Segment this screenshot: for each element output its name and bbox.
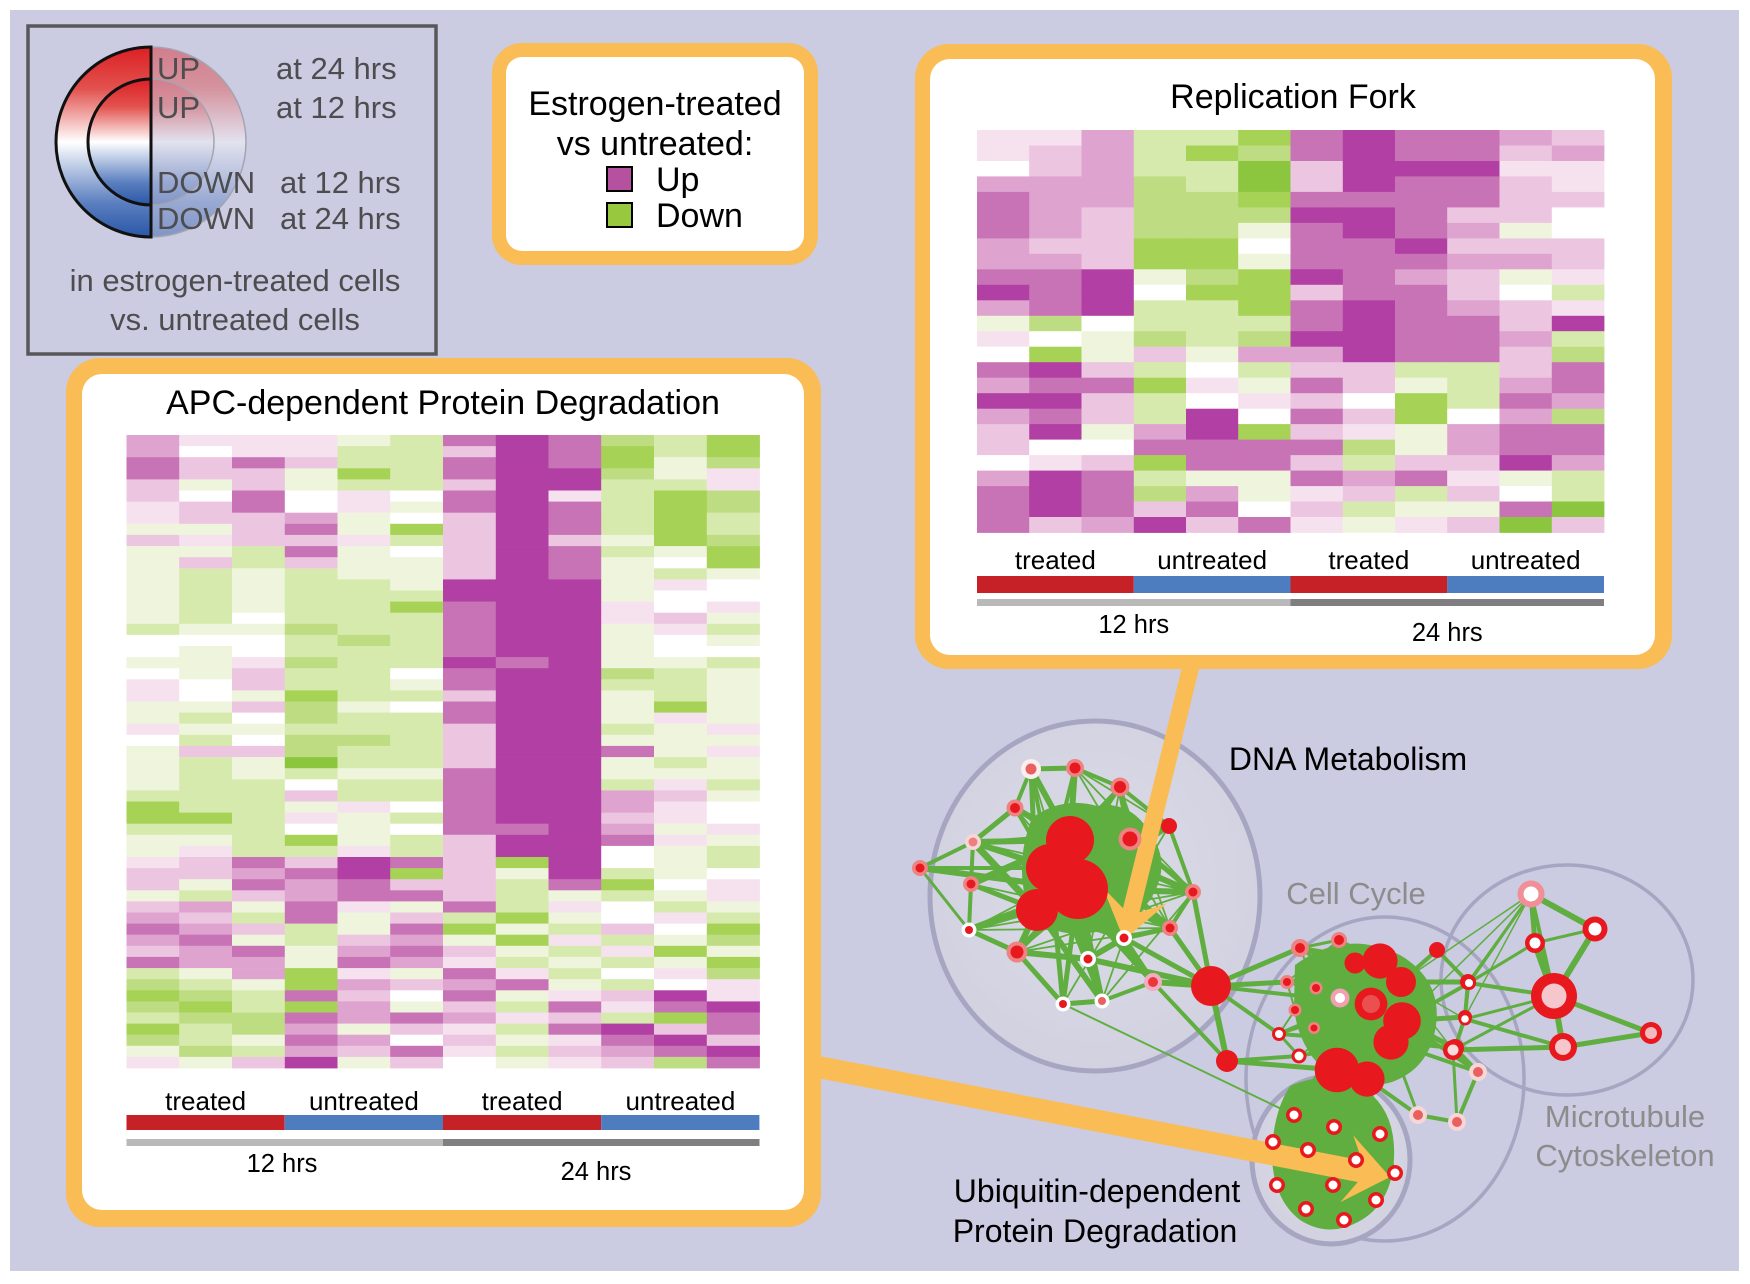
svg-text:untreated: untreated [625, 1086, 735, 1116]
svg-text:treated: treated [1015, 545, 1096, 575]
svg-text:24 hrs: 24 hrs [561, 1158, 632, 1186]
svg-text:Microtubule: Microtubule [1545, 1099, 1705, 1134]
svg-text:Cytoskeleton: Cytoskeleton [1535, 1138, 1714, 1173]
svg-text:24 hrs: 24 hrs [1412, 619, 1483, 647]
svg-text:untreated: untreated [1471, 545, 1581, 575]
svg-text:Replication Fork: Replication Fork [1170, 78, 1417, 116]
svg-text:Cell Cycle: Cell Cycle [1286, 876, 1426, 911]
svg-text:at 24 hrs: at 24 hrs [280, 201, 401, 236]
svg-text:UP: UP [157, 90, 200, 125]
svg-text:12 hrs: 12 hrs [247, 1150, 318, 1178]
svg-text:Ubiquitin-dependent: Ubiquitin-dependent [954, 1173, 1241, 1209]
svg-text:APC-dependent Protein Degradat: APC-dependent Protein Degradation [166, 384, 720, 422]
svg-text:at 12 hrs: at 12 hrs [276, 90, 397, 125]
svg-text:Protein Degradation: Protein Degradation [953, 1213, 1238, 1249]
svg-text:DNA Metabolism: DNA Metabolism [1229, 741, 1467, 777]
svg-text:treated: treated [165, 1086, 246, 1116]
svg-text:vs untreated:: vs untreated: [557, 125, 754, 163]
svg-text:DOWN: DOWN [157, 165, 255, 200]
svg-text:treated: treated [1328, 545, 1409, 575]
svg-text:untreated: untreated [309, 1086, 419, 1116]
svg-text:at 24 hrs: at 24 hrs [276, 51, 397, 86]
svg-text:Down: Down [656, 197, 743, 235]
svg-text:DOWN: DOWN [157, 201, 255, 236]
svg-text:untreated: untreated [1157, 545, 1267, 575]
svg-text:12 hrs: 12 hrs [1098, 611, 1169, 639]
svg-text:Estrogen-treated: Estrogen-treated [528, 85, 781, 123]
svg-text:Up: Up [656, 161, 699, 199]
svg-text:vs. untreated cells: vs. untreated cells [110, 302, 360, 337]
svg-text:treated: treated [482, 1086, 563, 1116]
svg-text:in estrogen-treated cells: in estrogen-treated cells [70, 263, 401, 298]
svg-text:at 12 hrs: at 12 hrs [280, 165, 401, 200]
svg-text:UP: UP [157, 51, 200, 86]
